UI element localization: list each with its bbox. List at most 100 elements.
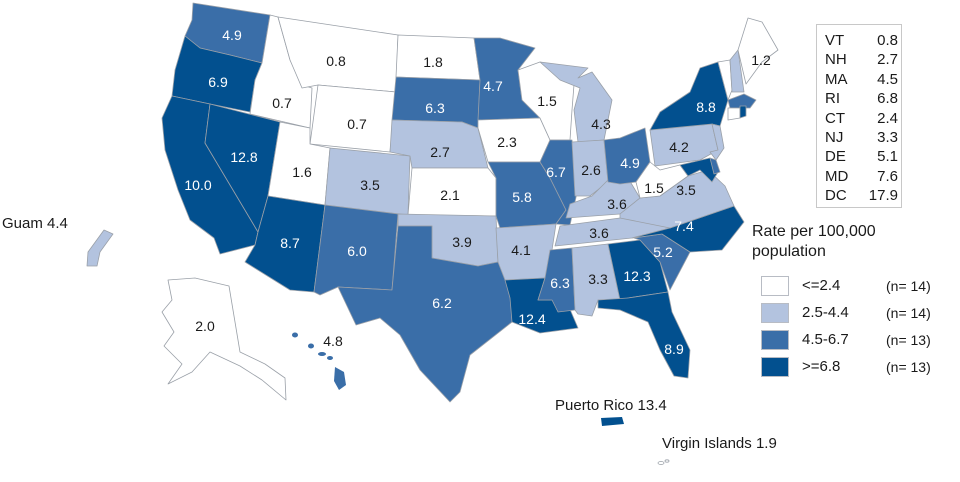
label-MO: 5.8 (512, 189, 532, 205)
label-UT: 1.6 (292, 164, 312, 180)
label-CA: 10.0 (184, 177, 212, 193)
territory-virgin-islands (657, 459, 670, 465)
state-TX (337, 225, 513, 403)
state-ME (737, 17, 779, 85)
state-abbr: MD (825, 167, 849, 185)
state-MA (727, 93, 757, 109)
state-DE (709, 157, 721, 175)
state-HI (292, 332, 346, 390)
label-HI: 4.8 (323, 333, 343, 349)
legend-swatch (761, 302, 789, 323)
territory-label-guam: Guam 4.4 (2, 215, 68, 232)
state-value: 2.7 (877, 51, 898, 69)
small-state-row: DE 5.1 (817, 147, 901, 166)
state-abbr: CT (825, 109, 845, 127)
state-abbr: VT (825, 32, 845, 49)
legend-count: (n= 14) (886, 304, 931, 321)
legend-count: (n= 13) (886, 358, 931, 375)
legend-title-line1: Rate per 100,000 (752, 223, 876, 240)
label-NY: 8.8 (696, 99, 716, 115)
label-NE: 2.7 (430, 144, 450, 160)
state-abbr: DC (825, 187, 847, 205)
label-AR: 4.1 (511, 242, 531, 258)
legend-row: <=2.4 (n= 14) (752, 272, 960, 299)
small-states-table: VT 0.8 NH 2.7 MA 4.5 RI 6.8 CT 2.4 NJ 3.3 DE 5.… (816, 24, 902, 208)
legend-title-line2: population (752, 243, 826, 260)
small-state-row: VT 0.8 (817, 31, 901, 50)
legend-swatch (761, 356, 789, 377)
label-OK: 3.9 (452, 234, 472, 250)
small-state-row: MA 4.5 (817, 70, 901, 89)
label-TN: 3.6 (589, 225, 609, 241)
territory-guam (86, 229, 114, 267)
state-NC (631, 205, 745, 253)
state-AK (161, 277, 287, 401)
label-KS: 2.1 (440, 187, 460, 203)
state-CT (727, 107, 741, 121)
state-abbr: DE (825, 148, 846, 166)
territory-label-puerto-rico: Puerto Rico 13.4 (555, 397, 667, 414)
legend-swatch (761, 329, 789, 350)
label-CO: 3.5 (360, 177, 380, 193)
label-OR: 6.9 (208, 74, 228, 90)
label-ME: 1.2 (751, 52, 771, 68)
label-WI: 1.5 (537, 93, 557, 109)
state-value: 0.8 (877, 32, 898, 49)
state-KY (565, 177, 641, 219)
label-ID: 0.7 (272, 95, 292, 111)
label-ND: 1.8 (423, 54, 443, 70)
label-SC: 5.2 (653, 244, 673, 260)
state-RI (739, 105, 747, 119)
territory-label-virgin-islands: Virgin Islands 1.9 (662, 435, 777, 452)
legend-row: 2.5-4.4 (n= 14) (752, 299, 960, 326)
label-FL: 8.9 (664, 341, 684, 357)
legend-row: >=6.8 (n= 13) (752, 353, 960, 380)
legend-count: (n= 13) (886, 331, 931, 348)
state-abbr: NJ (825, 129, 844, 147)
state-abbr: RI (825, 90, 840, 108)
territory-puerto-rico (601, 417, 624, 426)
label-OH: 4.9 (620, 155, 640, 171)
label-IN: 2.6 (581, 162, 601, 178)
state-abbr: NH (825, 51, 847, 69)
label-WA: 4.9 (222, 27, 242, 43)
state-value: 6.8 (877, 90, 898, 108)
small-state-row: CT 2.4 (817, 109, 901, 128)
small-state-row: NH 2.7 (817, 50, 901, 69)
map-legend: Rate per 100,000 population <=2.4 (n= 14… (752, 222, 960, 380)
label-MT: 0.8 (326, 53, 346, 69)
label-IL: 6.7 (546, 164, 566, 180)
label-SD: 6.3 (425, 100, 445, 116)
state-value: 3.3 (877, 129, 898, 147)
label-KY: 3.6 (607, 196, 627, 212)
label-GA: 12.3 (623, 268, 651, 284)
label-AK: 2.0 (195, 318, 215, 334)
label-MN: 4.7 (483, 78, 503, 94)
label-AZ: 8.7 (280, 235, 300, 251)
label-AL: 3.3 (588, 271, 608, 287)
label-PA: 4.2 (669, 139, 689, 155)
label-MI: 4.3 (591, 116, 611, 132)
small-state-row: NJ 3.3 (817, 128, 901, 147)
state-value: 5.1 (877, 148, 898, 166)
legend-range: 4.5-6.7 (802, 331, 849, 348)
label-MS: 6.3 (550, 275, 570, 291)
label-IA: 2.3 (497, 134, 517, 150)
legend-range: 2.5-4.4 (802, 304, 849, 321)
label-WV: 1.5 (644, 180, 664, 196)
legend-range: <=2.4 (802, 277, 841, 294)
state-value: 2.4 (877, 109, 898, 127)
label-NC: 7.4 (674, 218, 694, 234)
small-state-row: RI 6.8 (817, 89, 901, 108)
state-FL (597, 291, 691, 379)
state-abbr: MA (825, 70, 848, 88)
legend-range: >=6.8 (802, 358, 841, 375)
state-NY (649, 61, 729, 131)
state-value: 17.9 (868, 187, 898, 205)
legend-row: 4.5-6.7 (n= 13) (752, 326, 960, 353)
small-state-row: DC 17.9 (817, 186, 901, 205)
state-NH (729, 49, 745, 93)
legend-swatch (761, 275, 789, 296)
